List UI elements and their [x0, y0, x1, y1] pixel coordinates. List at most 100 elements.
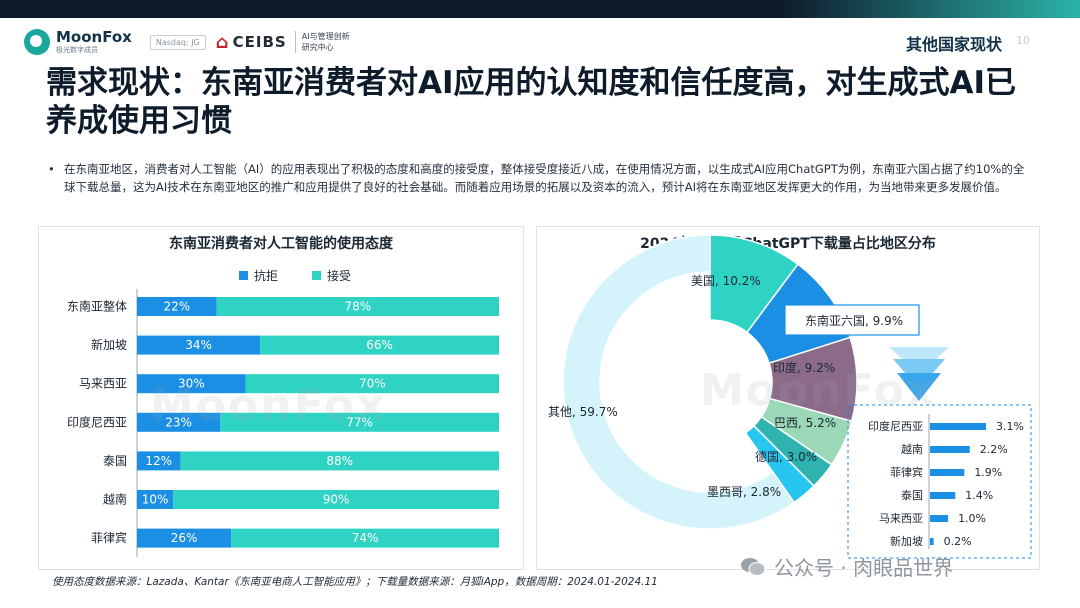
bar-category-label: 马来西亚	[79, 377, 127, 391]
pie-slice-mexico	[744, 424, 816, 504]
legend-swatch-reject	[239, 271, 248, 280]
down-arrow-icon	[889, 347, 949, 401]
watermark-right: MoonFox	[700, 365, 937, 416]
moonfox-logo-sub: 极光数字成员	[56, 46, 98, 54]
page-number: 10	[1016, 34, 1030, 47]
sub-bar	[930, 492, 956, 499]
bar-value-label: 77%	[346, 415, 373, 429]
bar-value-label: 10%	[142, 493, 169, 507]
ceibs-sub-line2: 研究中心	[301, 43, 334, 52]
sub-bar-value-label: 3.1%	[996, 420, 1024, 433]
sub-bar-value-label: 0.2%	[944, 535, 972, 548]
pie-label: 墨西哥, 2.8%	[707, 485, 781, 499]
bar-reject	[137, 412, 221, 432]
sub-bar-category-label: 泰国	[901, 488, 923, 502]
legend-label-accept: 接受	[327, 269, 352, 283]
sub-bar-value-label: 2.2%	[980, 443, 1008, 456]
section-title: 其他国家现状	[905, 35, 1002, 54]
bar-reject	[137, 490, 174, 509]
ceibs-sub: AI与管理创新 研究中心	[294, 31, 350, 53]
legend-item-reject: 抗拒	[239, 267, 278, 284]
moonfox-logo-name: MoonFox	[56, 28, 132, 46]
bar-reject	[137, 297, 217, 316]
nasdaq-badge: Nasdaq: JG	[149, 34, 206, 50]
legend-item-accept: 接受	[312, 267, 351, 284]
data-source-footnote: 使用态度数据来源：Lazada、Kantar《东南亚电商人工智能应用》；下载量数…	[52, 576, 658, 588]
bar-value-label: 66%	[366, 338, 393, 352]
bar-reject	[137, 451, 181, 471]
bullet-paragraph: • 在东南亚地区，消费者对人工智能（AI）的应用表现出了积极的态度和高度的接受度…	[46, 160, 1034, 196]
bar-accept	[180, 451, 499, 471]
bar-accept	[173, 490, 499, 509]
pie-label: 美国, 10.2%	[691, 274, 761, 288]
bar-accept	[231, 528, 499, 548]
bar-value-label: 78%	[344, 300, 371, 314]
bar-reject	[137, 374, 246, 394]
bar-value-label: 23%	[165, 415, 192, 429]
bar-value-label: 74%	[352, 531, 379, 545]
sub-bar	[930, 469, 965, 476]
top-bar	[0, 0, 1080, 18]
moonfox-logo-icon	[24, 29, 50, 55]
bar-accept	[260, 335, 499, 355]
attitude-chart-legend: 抗拒 接受	[239, 267, 385, 284]
sea-highlight-box	[784, 304, 920, 336]
download-donut-chart: 美国, 10.2% 东南亚六国, 9.9% 印度, 9.2% 巴西, 5.2% 德国, …	[548, 234, 1032, 559]
sub-bar-category-label: 马来西亚	[879, 512, 923, 525]
sub-bar	[930, 515, 949, 522]
attitude-chart-title: 东南亚消费者对人工智能的使用态度	[169, 236, 393, 252]
bar-reject	[137, 528, 232, 548]
bar-accept	[245, 374, 499, 394]
bullet-text: 在东南亚地区，消费者对人工智能（AI）的应用表现出了积极的态度和高度的接受度，整…	[64, 162, 1025, 194]
wechat-icon	[741, 557, 766, 576]
ceibs-logo-icon: ⌂	[215, 31, 229, 53]
bar-value-label: 90%	[323, 493, 350, 507]
ceibs-logo-name: CEIBS	[232, 33, 287, 51]
bar-value-label: 70%	[359, 377, 386, 391]
bar-value-label: 30%	[178, 377, 205, 391]
bar-category-label: 菲律宾	[91, 530, 127, 545]
pie-label: 德国, 3.0%	[755, 449, 817, 464]
bar-value-label: 88%	[326, 454, 353, 468]
legend-label-reject: 抗拒	[254, 269, 279, 283]
bar-value-label: 26%	[171, 531, 198, 545]
sub-bar	[930, 446, 970, 453]
legend-swatch-accept	[312, 271, 322, 280]
wechat-text: 公众号 · 肉眼品世界	[774, 556, 954, 580]
sub-bar	[930, 538, 934, 545]
bar-accept	[216, 297, 499, 316]
pie-slice-other	[562, 234, 796, 530]
bar-category-label: 泰国	[103, 454, 127, 468]
bar-category-label: 东南亚整体	[67, 299, 127, 314]
sea-connector-line	[751, 319, 786, 333]
bar-category-label: 新加坡	[91, 337, 127, 352]
attitude-chart-panel: 东南亚消费者对人工智能的使用态度 抗拒 接受 东南亚整体 22% 78% 新加坡 34%…	[38, 226, 524, 570]
sub-bar-value-label: 1.4%	[965, 489, 993, 502]
bar-accept	[220, 412, 499, 432]
sub-bar-category-label: 新加坡	[890, 534, 923, 548]
wechat-watermark: 公众号 · 肉眼品世界	[740, 552, 953, 581]
ceibs-sub-line1: AI与管理创新	[301, 32, 350, 41]
bar-value-label: 22%	[163, 300, 190, 314]
attitude-bar-chart: 东南亚整体 22% 78% 新加坡 34% 66% 马来西亚 30% 70% 印度尼西亚 23% 77…	[67, 289, 499, 557]
watermark-left: MoonFox	[150, 380, 387, 431]
pie-label: 巴西, 5.2%	[774, 416, 836, 430]
bar-value-label: 34%	[185, 338, 212, 352]
download-chart-panel: 2024年1-11月ChatGPT下载量占比地区分布 美国, 10.2% 东南亚六…	[536, 226, 1040, 570]
sub-bar-value-label: 1.9%	[974, 466, 1002, 479]
bullet-dot-icon: •	[48, 162, 55, 176]
pie-label: 东南亚六国, 9.9%	[805, 313, 903, 328]
sub-bar-category-label: 菲律宾	[890, 465, 923, 479]
sub-bar-category-label: 越南	[901, 442, 923, 456]
bar-category-label: 印度尼西亚	[67, 414, 127, 429]
logo-row: MoonFox 极光数字成员 Nasdaq: JG ⌂ CEIBS AI与管理创…	[24, 26, 350, 58]
page-title: 需求现状：东南亚消费者对AI应用的认知度和信任度高，对生成式AI已养成使用习惯	[46, 65, 1017, 139]
sub-bar	[930, 423, 986, 430]
sub-bar-value-label: 1.0%	[958, 512, 986, 525]
bar-reject	[137, 335, 261, 355]
sea-breakdown-box	[847, 404, 1032, 559]
pie-label: 印度, 9.2%	[773, 360, 835, 375]
sub-bar-category-label: 印度尼西亚	[868, 419, 923, 433]
pie-label: 其他, 59.7%	[548, 405, 618, 419]
bar-value-label: 12%	[145, 454, 172, 468]
